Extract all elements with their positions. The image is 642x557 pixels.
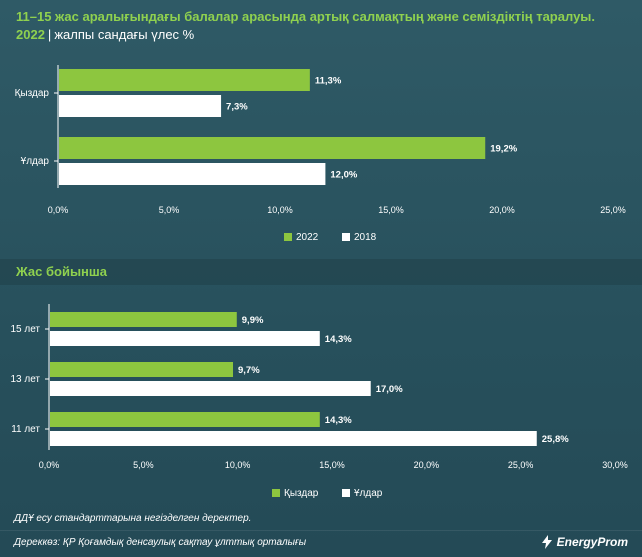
- bar-Ұлдар: [50, 331, 320, 346]
- bar-Ұлдар: [50, 431, 537, 446]
- legend-swatch-Қыздар: [272, 489, 280, 497]
- category-label: 15 лет: [10, 324, 40, 335]
- section-header-bar: [0, 259, 642, 285]
- subtitle-text: жалпы сандағы үлес %: [54, 27, 195, 42]
- data-label: 9,7%: [238, 365, 260, 376]
- data-label: 7,3%: [226, 102, 248, 113]
- legend-label: Ұлдар: [354, 488, 383, 499]
- subtitle-year: 2022: [16, 27, 45, 42]
- chart-subtitle: 2022 | жалпы сандағы үлес %: [16, 26, 194, 43]
- x-tick-label: 15,0%: [319, 460, 345, 470]
- footer-source: Дереккөз: ҚР Қоғамдық денсаулық сақтау ұ…: [14, 537, 307, 548]
- data-label: 25,8%: [542, 434, 569, 445]
- data-label: 19,2%: [490, 144, 517, 155]
- bar-Қыздар: [50, 412, 320, 427]
- legend-swatch-2018: [342, 233, 350, 241]
- x-tick-label: 25,0%: [600, 205, 626, 215]
- brand-logo: EnergyProm: [541, 535, 628, 549]
- category-label: 11 лет: [11, 424, 40, 435]
- footer-note: ДДҰ есу стандарттарына негізделген дерек…: [14, 513, 252, 524]
- gender-bar-chart: 0,0% 5,0% 10,0% 15,0% 20,0% 25,0% Қыздар 11,3% 7…: [15, 65, 626, 243]
- category-label: Қыздар: [15, 88, 50, 99]
- legend-label: 2022: [296, 232, 319, 243]
- legend-swatch-Ұлдар: [342, 489, 350, 497]
- data-label: 14,3%: [325, 415, 352, 426]
- x-tick-label: 5,0%: [159, 205, 180, 215]
- data-label: 14,3%: [325, 334, 352, 345]
- x-tick-label: 0,0%: [39, 460, 60, 470]
- bar-Ұлдар: [50, 381, 371, 396]
- x-tick-label: 10,0%: [225, 460, 251, 470]
- x-tick-label: 0,0%: [48, 205, 69, 215]
- bar-2018: [59, 95, 222, 117]
- footer-divider: [0, 530, 642, 531]
- brand-name: EnergyProm: [556, 535, 628, 549]
- x-tick-label: 30,0%: [602, 460, 628, 470]
- subtitle-separator: |: [47, 27, 52, 42]
- data-label: 11,3%: [315, 76, 342, 87]
- x-tick-label: 10,0%: [267, 205, 293, 215]
- x-tick-label: 20,0%: [414, 460, 440, 470]
- legend-swatch-2022: [284, 233, 292, 241]
- bar-2022: [59, 69, 310, 91]
- x-tick-label: 15,0%: [378, 205, 404, 215]
- category-label: 13 лет: [10, 374, 40, 385]
- category-label: Ұлдар: [21, 156, 50, 167]
- data-label: 9,9%: [242, 315, 264, 326]
- chart-title: 11–15 жас аралығындағы балалар арасында …: [16, 9, 596, 24]
- x-tick-label: 5,0%: [133, 460, 154, 470]
- bar-2018: [59, 163, 326, 185]
- data-label: 12,0%: [330, 170, 357, 181]
- section-title-age: Жас бойынша: [16, 264, 107, 279]
- bar-2022: [59, 137, 486, 159]
- bar-Қыздар: [50, 362, 234, 377]
- bar-Қыздар: [50, 312, 237, 327]
- age-bar-chart: 0,0% 5,0% 10,0% 15,0% 20,0% 25,0% 30,0% 15 лет 9…: [10, 304, 628, 499]
- x-tick-label: 20,0%: [489, 205, 515, 215]
- x-tick-label: 25,0%: [508, 460, 534, 470]
- lightning-icon: [541, 535, 552, 549]
- data-label: 17,0%: [376, 384, 403, 395]
- legend-label: 2018: [354, 232, 377, 243]
- legend-label: Қыздар: [284, 488, 319, 499]
